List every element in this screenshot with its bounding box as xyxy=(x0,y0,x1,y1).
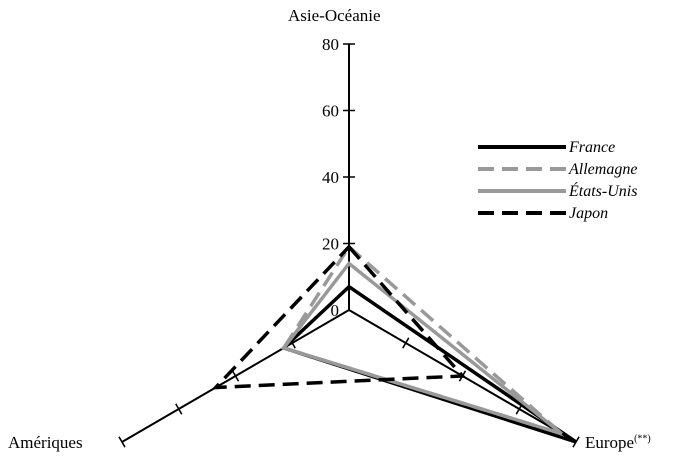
axis-label-europe-text: Europe xyxy=(585,433,635,452)
axis-label-europe-note: (**) xyxy=(634,433,651,445)
legend-entry: Japon xyxy=(569,205,608,222)
legend-entry: Allemagne xyxy=(568,161,637,178)
legend: France Allemagne États-Unis Japon xyxy=(478,139,637,222)
legend-entry: États-Unis xyxy=(568,181,637,200)
radar-series xyxy=(211,244,577,444)
series-line xyxy=(281,244,563,436)
axis-label-europe: Europe(**) xyxy=(585,433,651,453)
tick-mark xyxy=(231,370,240,382)
tick-label: 60 xyxy=(322,102,339,121)
series-line xyxy=(280,284,577,444)
series-line xyxy=(280,260,563,436)
tick-label: 80 xyxy=(322,35,339,54)
axis-label-asie-oceanie: Asie-Océanie xyxy=(288,6,381,25)
tick-label: 20 xyxy=(322,235,339,254)
tick-mark xyxy=(402,337,410,349)
tick-label: 0 xyxy=(331,301,340,320)
tick-mark xyxy=(118,436,126,448)
radar-ticks: 0 20 40 60 80 xyxy=(118,35,580,448)
legend-entry: France xyxy=(568,139,615,156)
axis-label-ameriques: Amériques xyxy=(8,433,83,452)
series-line xyxy=(211,244,467,390)
tick-mark xyxy=(175,403,183,415)
tick-label: 40 xyxy=(322,168,339,187)
